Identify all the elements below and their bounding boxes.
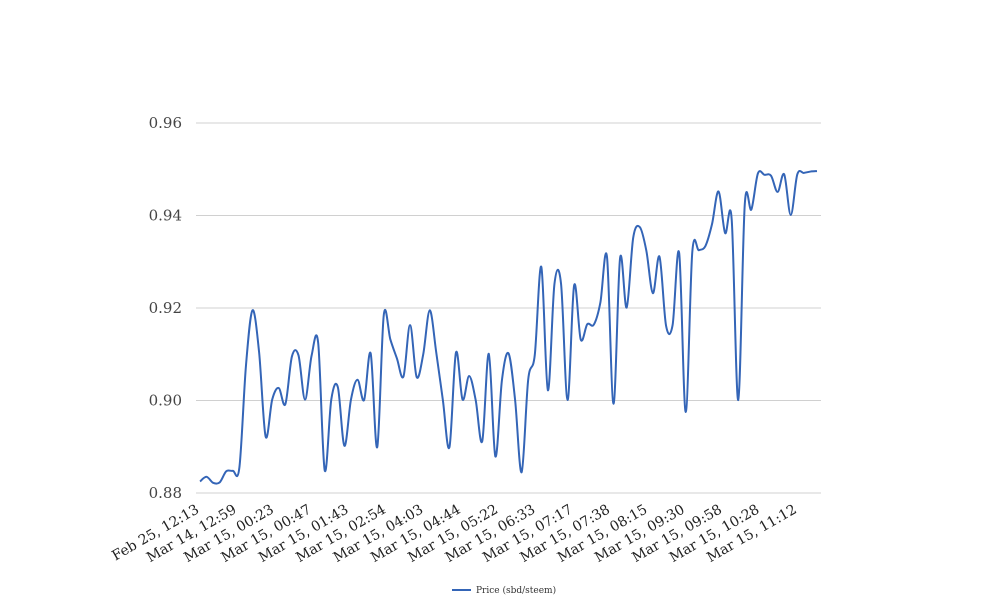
series-line-price: [199, 169, 818, 485]
legend-label: Price (sbd/steem): [476, 585, 556, 596]
y-tick-label: 0.92: [149, 299, 182, 317]
y-tick-label: 0.94: [149, 207, 182, 225]
gridlines: [196, 122, 821, 494]
legend: Price (sbd/steem): [452, 585, 556, 596]
y-tick-label: 0.96: [149, 114, 182, 132]
y-axis-ticks: 0.88 0.90 0.92 0.94 0.96: [149, 114, 182, 502]
y-tick-label: 0.88: [149, 484, 182, 502]
y-tick-label: 0.90: [149, 392, 182, 410]
series-layer: [199, 169, 818, 485]
